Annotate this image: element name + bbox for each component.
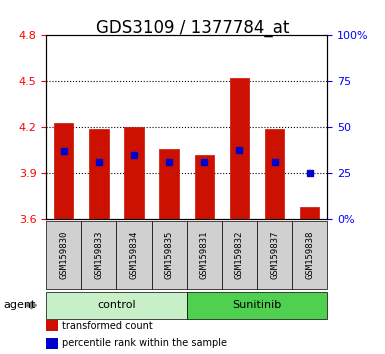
- Bar: [54, 123, 74, 219]
- Text: GSM159830: GSM159830: [59, 231, 68, 279]
- Text: GSM159831: GSM159831: [200, 231, 209, 279]
- Text: GDS3109 / 1377784_at: GDS3109 / 1377784_at: [96, 19, 289, 38]
- Text: GSM159832: GSM159832: [235, 231, 244, 279]
- Text: GSM159833: GSM159833: [94, 231, 104, 279]
- Bar: [265, 129, 284, 219]
- Text: control: control: [97, 300, 136, 310]
- Bar: [89, 129, 109, 219]
- Text: Sunitinib: Sunitinib: [233, 300, 281, 310]
- Bar: [124, 127, 144, 219]
- Bar: [159, 149, 179, 219]
- Text: agent: agent: [4, 300, 36, 310]
- Bar: [300, 207, 319, 219]
- Bar: [195, 155, 214, 219]
- Text: GSM159835: GSM159835: [165, 231, 174, 279]
- Text: percentile rank within the sample: percentile rank within the sample: [62, 338, 227, 348]
- Text: GSM159834: GSM159834: [129, 231, 139, 279]
- Text: GSM159838: GSM159838: [305, 231, 314, 279]
- Text: GSM159837: GSM159837: [270, 231, 279, 279]
- Text: transformed count: transformed count: [62, 321, 152, 331]
- Bar: [230, 78, 249, 219]
